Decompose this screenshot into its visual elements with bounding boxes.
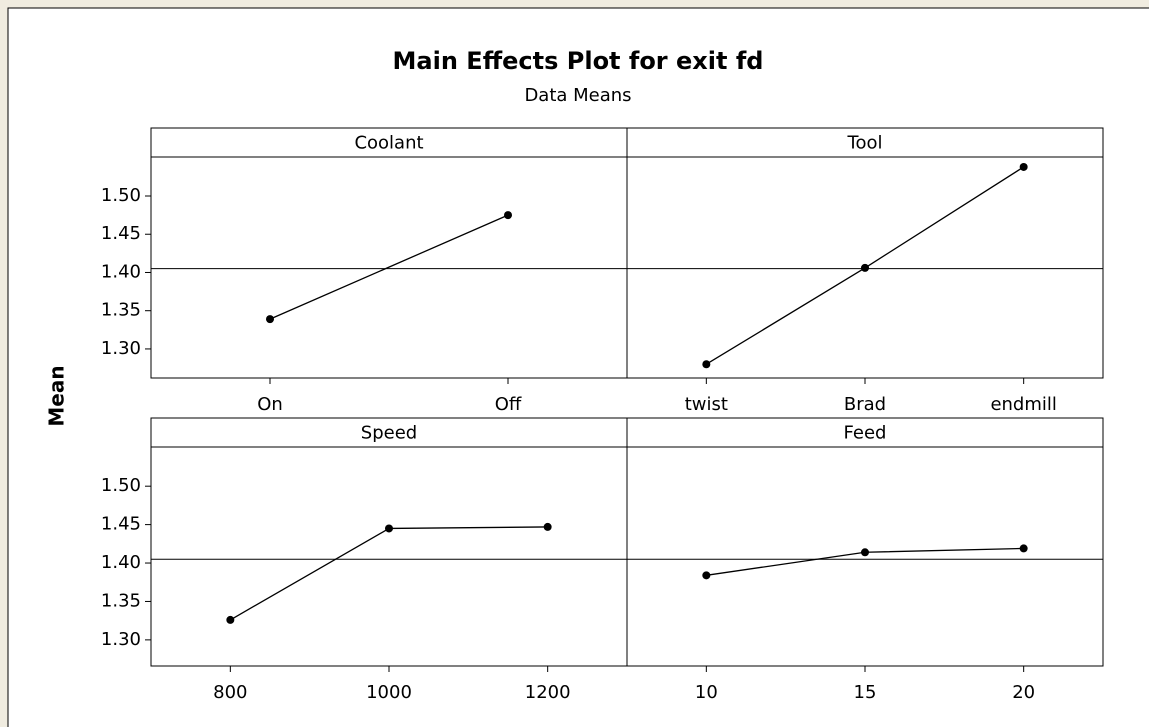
series-line [269,214,509,320]
point [266,315,274,324]
y-tick-label: 1.40 [101,552,141,573]
x-tick-label: twist [685,394,728,415]
point [702,571,711,580]
panel-strip [150,417,628,448]
point [702,360,711,369]
panel-strip [626,127,1104,158]
panel-strip [626,417,1104,448]
x-tick-label: 10 [695,682,718,703]
x-tick-label: 15 [854,682,877,703]
chart-title: Main Effects Plot for exit fd [393,47,764,75]
point [861,548,869,557]
y-tick-label: 1.30 [101,338,141,359]
panel-strip [150,127,628,158]
panel-title: Coolant [354,133,423,154]
point [543,522,552,531]
y-tick-label: 1.35 [101,590,141,611]
panel-plot [626,446,1104,667]
x-tick-label: On [257,394,283,415]
chart-subtitle: Data Means [524,85,631,106]
x-tick-label: 1200 [525,682,571,703]
point [861,263,869,272]
y-tick-label: 1.30 [101,629,141,650]
panel-plot [150,446,628,667]
y-tick-label: 1.50 [101,475,141,496]
x-tick-label: 1000 [366,682,412,703]
y-axis-label: Mean [45,365,69,426]
y-tick-label: 1.35 [101,300,141,321]
point [385,524,393,533]
point [226,615,235,624]
y-tick-label: 1.50 [101,185,141,206]
point [1019,162,1028,171]
x-tick-label: Off [495,394,522,415]
y-tick-label: 1.45 [101,223,141,244]
panel-title: Feed [844,423,887,444]
panel-title: Tool [847,133,883,154]
panel-title: Speed [361,423,417,444]
x-tick-label: endmill [990,394,1056,415]
x-tick-label: 800 [213,682,247,703]
point [1019,544,1028,553]
x-tick-label: 20 [1012,682,1035,703]
y-tick-label: 1.45 [101,514,141,535]
y-tick-label: 1.40 [101,261,141,282]
x-tick-label: Brad [844,394,886,415]
point [504,211,512,220]
